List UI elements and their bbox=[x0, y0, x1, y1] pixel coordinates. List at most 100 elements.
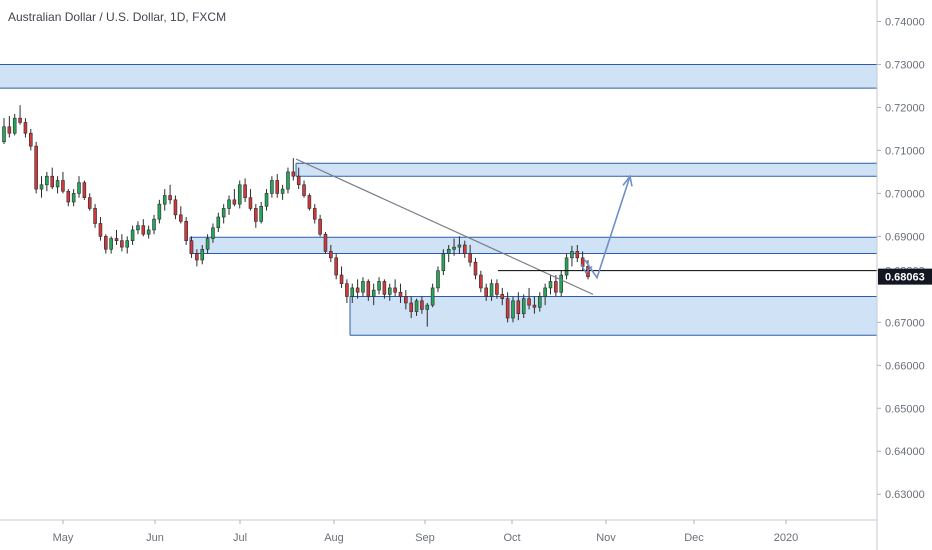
current-price-label: 0.68063 bbox=[885, 272, 925, 284]
chart-title: Australian Dollar / U.S. Dollar, 1D, FXC… bbox=[8, 10, 227, 24]
candle-body bbox=[2, 126, 6, 143]
candle-body bbox=[77, 182, 81, 194]
time-axis[interactable]: May Jun Jul Aug Sep Oct Nov Dec 2020 bbox=[53, 520, 799, 544]
candle-body bbox=[7, 126, 12, 134]
candle-body bbox=[452, 246, 456, 250]
candle-body bbox=[243, 184, 247, 198]
price-tick-label: 0.70000 bbox=[885, 188, 925, 200]
price-tick-label: 0.67000 bbox=[885, 317, 925, 329]
candle-body bbox=[286, 171, 290, 190]
candle-body bbox=[302, 184, 306, 196]
price-axis[interactable]: 0.74000 0.73000 0.72000 0.71000 0.70000 0.690… bbox=[877, 16, 932, 501]
candle-body bbox=[371, 289, 376, 297]
candle-body bbox=[66, 190, 71, 203]
candle-body bbox=[227, 199, 231, 209]
candle-body bbox=[548, 281, 553, 289]
time-tick-label: Jul bbox=[233, 532, 247, 544]
candle-body bbox=[404, 296, 408, 304]
candle-body bbox=[398, 291, 403, 297]
zone-fill bbox=[296, 163, 877, 177]
candle-body bbox=[264, 193, 269, 207]
candle-body bbox=[430, 287, 435, 306]
candle-body bbox=[414, 300, 419, 312]
candle-body bbox=[200, 248, 205, 261]
price-tick-label: 0.63000 bbox=[885, 489, 925, 501]
time-tick-label: Aug bbox=[324, 532, 344, 544]
time-tick-label: May bbox=[53, 532, 74, 544]
candle-body bbox=[71, 193, 76, 203]
candle-body bbox=[495, 283, 499, 295]
candle-body bbox=[162, 195, 167, 205]
candle-body bbox=[387, 287, 392, 295]
time-tick-label: Nov bbox=[596, 532, 616, 544]
candle-body bbox=[393, 287, 397, 293]
candle-body bbox=[270, 180, 274, 194]
candle-body bbox=[114, 238, 119, 241]
candle-body bbox=[45, 175, 49, 186]
candle-body bbox=[50, 175, 54, 188]
candle-body bbox=[141, 225, 146, 235]
candle-body bbox=[39, 184, 44, 190]
candle-body bbox=[291, 171, 296, 177]
candle-body bbox=[473, 261, 478, 276]
candle-body bbox=[296, 175, 301, 186]
candle-body bbox=[516, 300, 521, 315]
candle-body bbox=[521, 298, 526, 315]
candle-body bbox=[23, 122, 28, 134]
price-tick-label: 0.71000 bbox=[885, 145, 925, 157]
candle-body bbox=[18, 117, 22, 123]
projection-arrowhead bbox=[622, 174, 633, 187]
candle-body bbox=[538, 296, 542, 308]
candle-body bbox=[254, 208, 258, 222]
candle-body bbox=[361, 281, 365, 293]
candle-body bbox=[484, 287, 488, 297]
candle-body bbox=[334, 257, 338, 276]
candle-body bbox=[205, 238, 210, 250]
price-tick-label: 0.65000 bbox=[885, 403, 925, 415]
candle-body bbox=[564, 257, 569, 276]
candle-body bbox=[168, 195, 172, 201]
candle-body bbox=[446, 248, 451, 254]
support-resistance-zones bbox=[0, 63, 877, 336]
candle-body bbox=[329, 251, 333, 259]
candle-body bbox=[34, 145, 38, 190]
candle-body bbox=[221, 208, 226, 218]
candle-body bbox=[575, 251, 580, 259]
candle-body bbox=[559, 274, 563, 293]
time-tick-label: Oct bbox=[503, 532, 520, 544]
candle-body bbox=[339, 274, 344, 284]
candle-body bbox=[345, 283, 349, 297]
candle-body bbox=[323, 233, 328, 252]
candle-body bbox=[280, 188, 285, 194]
candle-body bbox=[82, 182, 87, 198]
candle-body bbox=[211, 227, 215, 239]
candle-body bbox=[136, 225, 140, 231]
price-tick-label: 0.69000 bbox=[885, 231, 925, 243]
candle-body bbox=[420, 300, 424, 310]
price-tick-label: 0.66000 bbox=[885, 360, 925, 372]
zone-fill bbox=[190, 237, 877, 254]
price-tick-label: 0.64000 bbox=[885, 446, 925, 458]
candle-body bbox=[543, 287, 547, 297]
candle-body bbox=[500, 294, 505, 299]
candle-body bbox=[457, 244, 462, 248]
candle-body bbox=[55, 180, 60, 188]
candle-body bbox=[554, 281, 558, 293]
candle-body bbox=[104, 236, 108, 250]
candle-body bbox=[248, 197, 253, 209]
candle-body bbox=[120, 240, 124, 248]
candle-body bbox=[436, 270, 440, 289]
candle-body bbox=[61, 180, 65, 192]
candle-body bbox=[259, 205, 263, 222]
candle-body bbox=[570, 251, 574, 259]
current-price-badge bbox=[878, 268, 932, 285]
candle-body bbox=[184, 221, 188, 241]
candle-body bbox=[355, 287, 360, 293]
time-tick-label: 2020 bbox=[774, 532, 798, 544]
candle-body bbox=[468, 253, 472, 263]
candle-body bbox=[232, 199, 237, 205]
candle-body bbox=[489, 283, 494, 297]
candle-body bbox=[12, 117, 17, 134]
candle-body bbox=[377, 281, 381, 291]
